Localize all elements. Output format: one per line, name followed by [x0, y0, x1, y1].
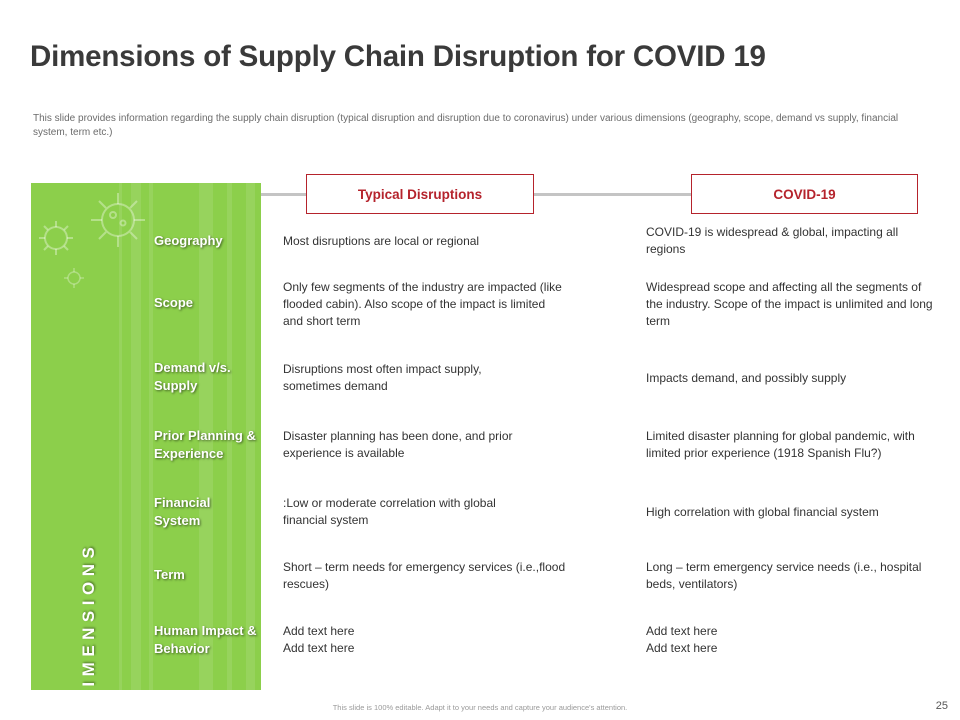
dimensions-vertical-label: DIMENSIONS: [79, 541, 98, 690]
dimensions-panel: DIMENSIONS: [31, 183, 261, 690]
covid-cell-human-impact: Add text here Add text here: [646, 624, 718, 655]
virus-icon: [39, 221, 73, 255]
header-connector: [261, 193, 306, 196]
footer-note: This slide is 100% editable. Adapt it to…: [332, 703, 628, 712]
covid-cell-financial-system: High correlation with global financial s…: [646, 504, 879, 519]
dimension-label-scope: Scope: [154, 295, 194, 310]
dimension-label-human-impact: Human Impact & Behavior: [154, 623, 257, 656]
covid-cell-prior-planning: Limited disaster planning for global pan…: [646, 429, 915, 460]
dimension-label-prior-planning: Prior Planning & Experience: [154, 428, 256, 461]
dimension-label-geography: Geography: [154, 233, 223, 248]
typical-cell-demand-supply: Disruptions most often impact supply, so…: [283, 362, 482, 393]
typical-cell-financial-system: :Low or moderate correlation with global…: [283, 496, 496, 527]
slide-title: Dimensions of Supply Chain Disruption fo…: [30, 40, 766, 73]
typical-cell-term: Short – term needs for emergency service…: [283, 560, 566, 591]
typical-cell-human-impact: Add text here Add text here: [283, 624, 355, 655]
typical-cell-scope: Only few segments of the industry are im…: [283, 279, 562, 328]
dimension-label-financial-system: Financial System: [154, 495, 211, 528]
virus-icon: [91, 193, 145, 247]
header-connector: [534, 193, 691, 196]
slide-subtitle: This slide provides information regardin…: [33, 113, 899, 138]
dimension-label-term: Term: [154, 567, 185, 582]
virus-icon: [64, 268, 84, 288]
covid-cell-term: Long – term emergency service needs (i.e…: [646, 560, 922, 591]
page-number: 25: [935, 700, 948, 712]
covid-cell-geography: COVID-19 is widespread & global, impacti…: [646, 225, 899, 256]
header-typical-disruptions: Typical Disruptions: [306, 174, 534, 214]
dimension-label-demand-supply: Demand v/s. Supply: [154, 360, 231, 393]
typical-cell-geography: Most disruptions are local or regional: [283, 233, 480, 248]
covid-cell-scope: Widespread scope and affecting all the s…: [646, 279, 933, 328]
typical-cell-prior-planning: Disaster planning has been done, and pri…: [283, 429, 513, 460]
header-covid-19: COVID-19: [691, 174, 918, 214]
covid-cell-demand-supply: Impacts demand, and possibly supply: [646, 370, 847, 385]
